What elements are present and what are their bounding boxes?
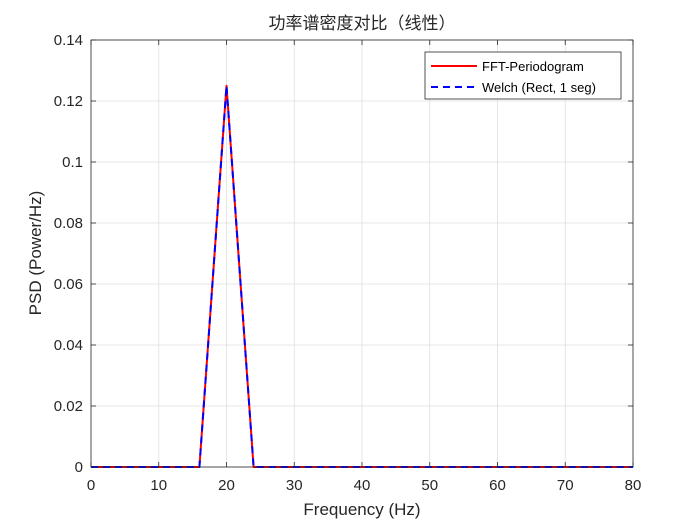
x-tick-label: 50	[421, 477, 438, 494]
y-tick-label: 0.14	[54, 32, 83, 49]
x-tick-label: 70	[557, 477, 574, 494]
x-axis-title: Frequency (Hz)	[303, 500, 420, 519]
y-tick-label: 0.08	[54, 215, 83, 232]
legend-box	[424, 51, 622, 100]
x-tick-label: 20	[218, 477, 235, 494]
y-tick-label: 0.12	[54, 93, 83, 110]
y-tick-label: 0.06	[54, 276, 83, 293]
legend: FFT-Periodogram Welch (Rect, 1 seg)	[424, 51, 622, 100]
x-tick-label: 10	[150, 477, 167, 494]
y-tick-label: 0.1	[62, 154, 83, 171]
x-tick-label: 0	[87, 477, 95, 494]
y-tick-label: 0	[75, 459, 83, 476]
y-tick-label: 0.04	[54, 337, 83, 354]
x-tick-label: 40	[354, 477, 371, 494]
y-axis-title: PSD (Power/Hz)	[26, 191, 45, 316]
x-tick-label: 60	[489, 477, 506, 494]
y-tick-label: 0.02	[54, 398, 83, 415]
x-tick-label: 80	[625, 477, 642, 494]
x-tick-label: 30	[286, 477, 303, 494]
chart-title: 功率谱密度对比（线性）	[269, 14, 456, 33]
legend-label-welch: Welch (Rect, 1 seg)	[482, 80, 596, 95]
legend-label-fft-periodogram: FFT-Periodogram	[482, 59, 584, 74]
ticks: 0 10 20 30 40 50 60 70 80 0 0.02 0.04 0.06 0.08 0.1 0.1…	[54, 32, 642, 494]
